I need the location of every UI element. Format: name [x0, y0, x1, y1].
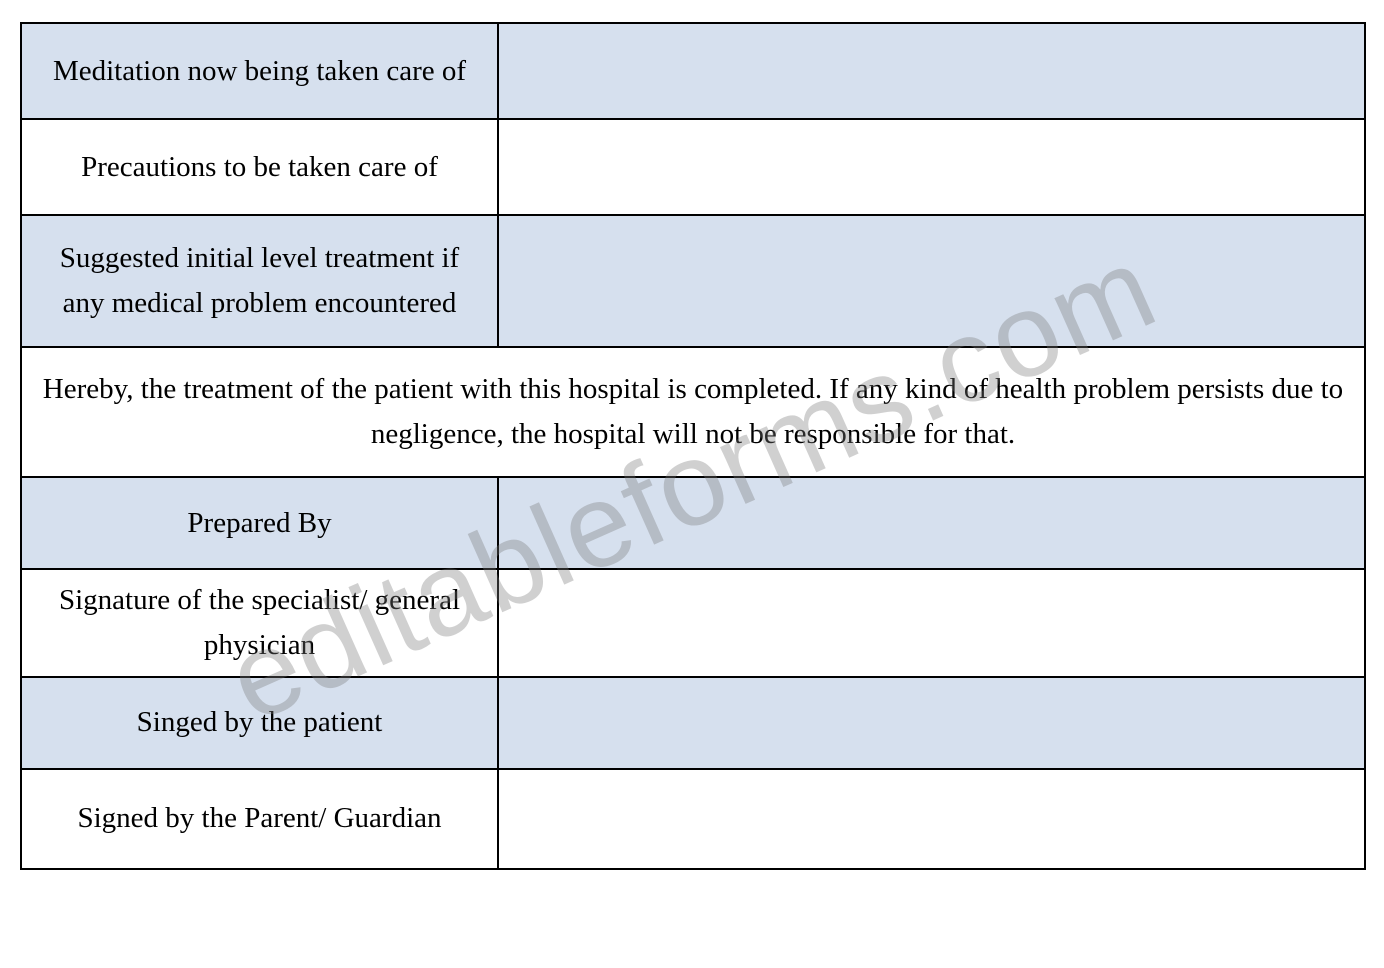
- disclaimer-cell: Hereby, the treatment of the patient wit…: [21, 347, 1365, 477]
- row-label: Meditation now being taken care of: [21, 23, 498, 119]
- table-row: Suggested initial level treatment if any…: [21, 215, 1365, 347]
- row-value[interactable]: [498, 677, 1365, 769]
- row-value[interactable]: [498, 119, 1365, 215]
- table-row: Precautions to be taken care of: [21, 119, 1365, 215]
- row-label: Precautions to be taken care of: [21, 119, 498, 215]
- row-value[interactable]: [498, 23, 1365, 119]
- table-row: Hereby, the treatment of the patient wit…: [21, 347, 1365, 477]
- table-row: Meditation now being taken care of: [21, 23, 1365, 119]
- row-value[interactable]: [498, 569, 1365, 677]
- table-row: Prepared By: [21, 477, 1365, 569]
- form-table: Meditation now being taken care ofPrecau…: [20, 22, 1366, 870]
- row-label: Signed by the Parent/ Guardian: [21, 769, 498, 869]
- row-value[interactable]: [498, 477, 1365, 569]
- row-value[interactable]: [498, 215, 1365, 347]
- row-label: Singed by the patient: [21, 677, 498, 769]
- row-label: Signature of the specialist/ general phy…: [21, 569, 498, 677]
- row-label: Prepared By: [21, 477, 498, 569]
- row-label: Suggested initial level treatment if any…: [21, 215, 498, 347]
- table-row: Signed by the Parent/ Guardian: [21, 769, 1365, 869]
- table-row: Signature of the specialist/ general phy…: [21, 569, 1365, 677]
- row-value[interactable]: [498, 769, 1365, 869]
- table-row: Singed by the patient: [21, 677, 1365, 769]
- page: Meditation now being taken care ofPrecau…: [0, 0, 1384, 968]
